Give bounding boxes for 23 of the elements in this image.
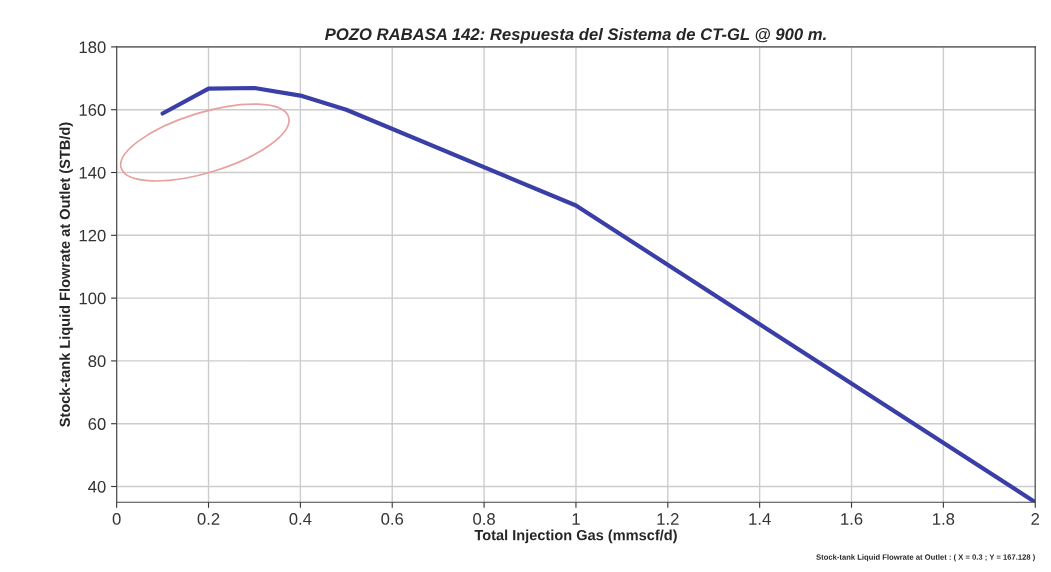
y-tick-label: 100	[79, 292, 106, 305]
x-tick-label: 1.2	[657, 513, 679, 525]
x-tick-label: 0	[112, 513, 121, 525]
y-tick-label: 60	[88, 418, 106, 430]
x-tick-label: 2	[1031, 513, 1040, 525]
y-tick-label: 40	[88, 480, 106, 493]
y-tick-label: 120	[79, 229, 106, 242]
x-tick-label: 1.4	[749, 513, 771, 525]
x-tick-label: 0.2	[197, 513, 220, 525]
line-series	[160, 85, 1036, 503]
y-axis-title: Stock-tank Liquid Flowrate at Outlet (STB/d)	[59, 122, 73, 427]
x-tick-label: 0.6	[381, 513, 404, 525]
y-tick-label: 160	[79, 104, 106, 116]
x-tick-label: 1.6	[841, 513, 863, 525]
chart-title: POZO RABASA 142: Respuesta del Sistema de CT-GL @ 900 m.	[324, 27, 826, 44]
y-tick-label: 140	[79, 166, 106, 179]
x-tick-label: 1	[572, 513, 580, 525]
x-tick-label: 0.8	[473, 513, 495, 525]
x-axis-title: Total Injection Gas (mmscf/d)	[474, 529, 677, 544]
y-tick-label: 80	[88, 355, 106, 368]
x-tick-label: 0.4	[289, 513, 312, 525]
x-tick-label: 1.8	[933, 513, 955, 525]
y-tick-label: 180	[79, 41, 106, 54]
